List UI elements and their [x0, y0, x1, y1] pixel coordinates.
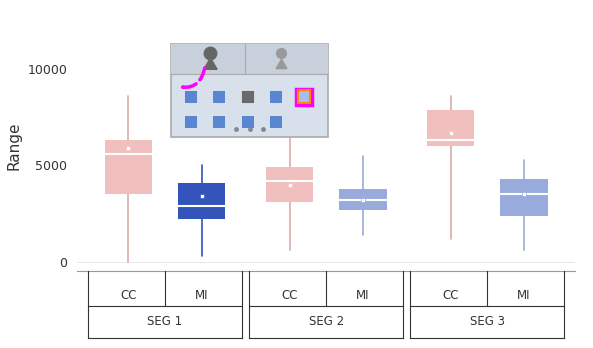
FancyBboxPatch shape — [298, 90, 310, 103]
FancyBboxPatch shape — [241, 90, 254, 103]
Text: MI: MI — [517, 289, 531, 302]
Text: SEG 2: SEG 2 — [308, 315, 344, 329]
Text: CC: CC — [120, 289, 136, 302]
FancyBboxPatch shape — [212, 115, 225, 128]
Y-axis label: Range: Range — [7, 122, 22, 171]
FancyBboxPatch shape — [171, 44, 329, 74]
Text: MI: MI — [356, 289, 369, 302]
Text: MI: MI — [195, 289, 208, 302]
FancyBboxPatch shape — [269, 90, 282, 103]
FancyBboxPatch shape — [500, 179, 548, 215]
FancyBboxPatch shape — [339, 189, 387, 210]
FancyBboxPatch shape — [241, 115, 254, 128]
FancyBboxPatch shape — [212, 90, 225, 103]
FancyBboxPatch shape — [266, 167, 313, 202]
FancyBboxPatch shape — [269, 115, 282, 128]
FancyBboxPatch shape — [184, 90, 197, 103]
Text: CC: CC — [281, 289, 298, 302]
FancyBboxPatch shape — [171, 44, 329, 136]
FancyBboxPatch shape — [297, 90, 311, 103]
Text: CC: CC — [442, 289, 459, 302]
FancyArrowPatch shape — [183, 68, 205, 87]
FancyBboxPatch shape — [104, 140, 152, 194]
Text: SEG 1: SEG 1 — [148, 315, 183, 329]
Text: SEG 3: SEG 3 — [470, 315, 505, 329]
FancyBboxPatch shape — [184, 115, 197, 128]
FancyBboxPatch shape — [427, 110, 474, 146]
FancyBboxPatch shape — [178, 183, 225, 219]
FancyBboxPatch shape — [296, 89, 312, 105]
